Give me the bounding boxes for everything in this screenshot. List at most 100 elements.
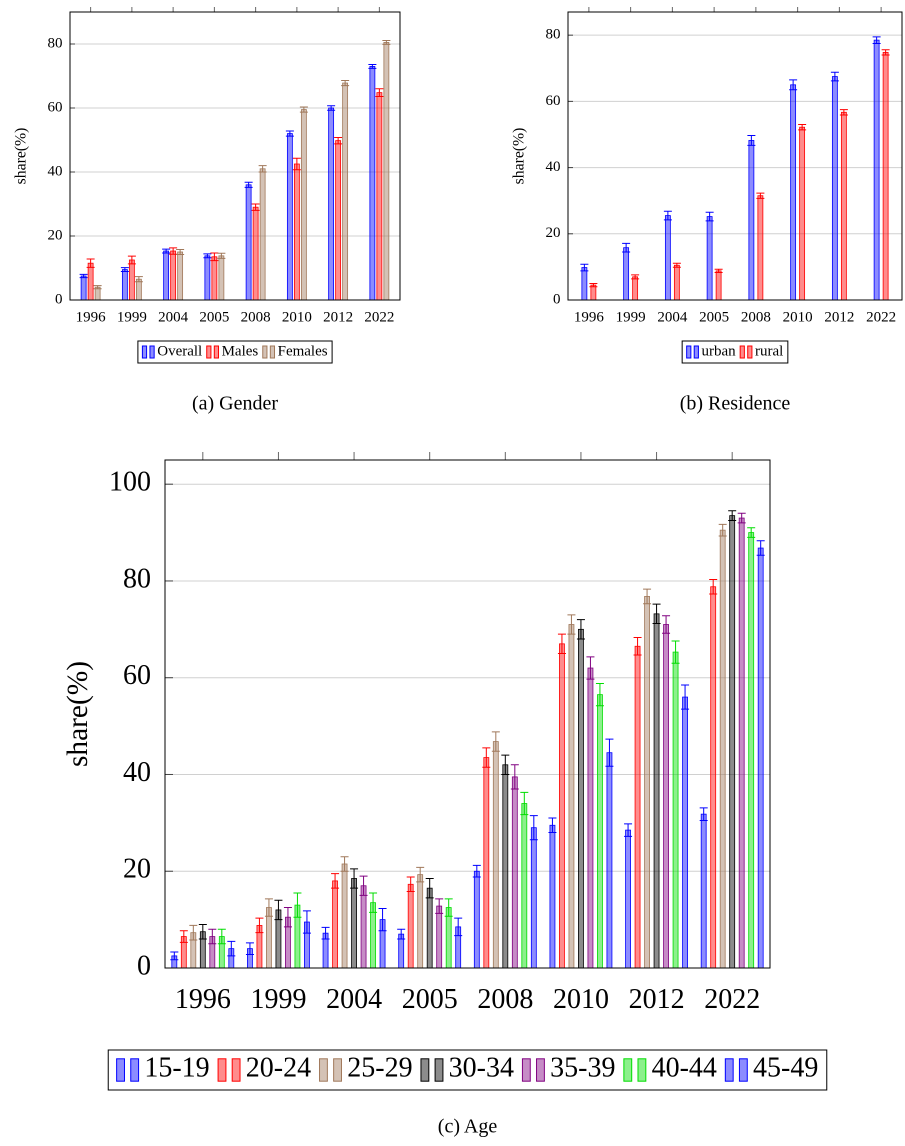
- x-tick-label: 2004: [657, 309, 688, 325]
- x-tick-label: 2012: [323, 309, 353, 325]
- error-bar: [663, 210, 672, 221]
- x-tick-label: 2010: [783, 309, 813, 325]
- error-bar: [705, 211, 714, 222]
- bar: [211, 256, 218, 301]
- legend-label: 40-44: [652, 1052, 717, 1083]
- bar: [590, 284, 597, 301]
- bar: [700, 813, 707, 969]
- bar: [121, 269, 128, 301]
- error-bar: [331, 873, 340, 889]
- error-bar: [274, 899, 283, 921]
- error-bar: [714, 268, 723, 274]
- error-bar: [217, 252, 226, 259]
- bar: [682, 696, 688, 969]
- legend-swatch: [623, 1058, 633, 1082]
- y-tick-label: 100: [109, 467, 151, 498]
- error-bar: [798, 124, 807, 131]
- legend-label: 35-39: [550, 1052, 615, 1083]
- error-bar: [244, 181, 253, 188]
- legend-swatch: [536, 1058, 545, 1082]
- x-tick-label: 2010: [282, 309, 312, 325]
- bar: [625, 829, 631, 969]
- error-bar: [699, 807, 708, 821]
- error-bar: [299, 106, 308, 113]
- error-bar: [789, 79, 798, 91]
- bar: [351, 878, 357, 969]
- error-bar: [728, 510, 737, 521]
- error-bar: [747, 134, 756, 146]
- error-bar: [662, 615, 671, 634]
- bar: [87, 262, 94, 301]
- bar: [204, 255, 211, 301]
- bar: [436, 905, 443, 969]
- error-bar: [652, 603, 661, 625]
- bar: [332, 880, 338, 969]
- bar: [738, 517, 745, 969]
- caption: (c) Age: [438, 1116, 498, 1138]
- error-bar: [134, 276, 143, 283]
- error-bar: [444, 898, 453, 917]
- bar: [606, 752, 613, 969]
- bar: [757, 547, 764, 969]
- legend: 15-19 20-24 25-29 30-34 35-39 40-44 45-49: [107, 1049, 828, 1091]
- x-tick-label: 2022: [364, 309, 394, 325]
- bar: [597, 694, 603, 969]
- x-tick-label: 2008: [741, 309, 771, 325]
- legend-label: 15-19: [144, 1052, 209, 1083]
- error-bar: [510, 764, 519, 790]
- error-bar: [127, 255, 136, 265]
- legend-swatch: [434, 1058, 444, 1082]
- bar: [341, 863, 348, 969]
- legend-label: 30-34: [449, 1052, 514, 1083]
- error-bar: [79, 273, 88, 279]
- error-bar: [359, 875, 368, 896]
- bar: [135, 278, 142, 301]
- error-bar: [548, 817, 557, 834]
- legend-swatch: [149, 345, 155, 359]
- error-bar: [529, 815, 538, 841]
- error-bar: [341, 79, 350, 87]
- legend-swatch: [231, 1058, 241, 1082]
- bar: [252, 206, 259, 301]
- y-tick-label: 40: [546, 159, 561, 175]
- error-bar: [176, 248, 185, 256]
- y-tick-label: 80: [48, 35, 63, 51]
- y-tick-label: 60: [546, 93, 561, 109]
- y-tick-label: 20: [123, 854, 151, 885]
- bar: [376, 92, 383, 301]
- legend-box: [681, 340, 789, 364]
- error-bar: [605, 738, 614, 767]
- y-tick-label: 60: [123, 660, 151, 691]
- legend: urban rural: [681, 340, 789, 364]
- error-bar: [368, 63, 377, 69]
- error-bar: [208, 928, 217, 945]
- y-tick-label: 20: [546, 225, 561, 241]
- bar: [473, 870, 480, 969]
- error-bar: [718, 523, 727, 537]
- error-bar: [406, 876, 415, 893]
- x-tick-label: 2005: [402, 984, 458, 1015]
- bar: [799, 126, 806, 301]
- legend-label: Overall: [157, 343, 202, 359]
- bar: [328, 107, 335, 301]
- y-tick-label: 80: [123, 563, 151, 594]
- error-bar: [369, 892, 378, 913]
- bar: [581, 267, 588, 301]
- legend-label: Females: [278, 343, 328, 359]
- error-bar: [576, 619, 585, 640]
- legend-swatch: [262, 345, 268, 359]
- error-bar: [198, 923, 207, 940]
- x-tick-label: 1996: [574, 309, 605, 325]
- y-axis-label: share(%): [62, 661, 94, 767]
- legend-swatch: [747, 345, 753, 359]
- error-bar: [737, 512, 746, 524]
- legend-label: 25-29: [347, 1052, 412, 1083]
- x-tick-label: 2005: [699, 309, 729, 325]
- bar: [286, 133, 293, 301]
- legend-swatch: [420, 1058, 430, 1082]
- error-bar: [881, 49, 890, 56]
- x-tick-label: 2012: [629, 984, 685, 1015]
- x-tick-label: 2012: [824, 309, 854, 325]
- error-bar: [589, 282, 598, 288]
